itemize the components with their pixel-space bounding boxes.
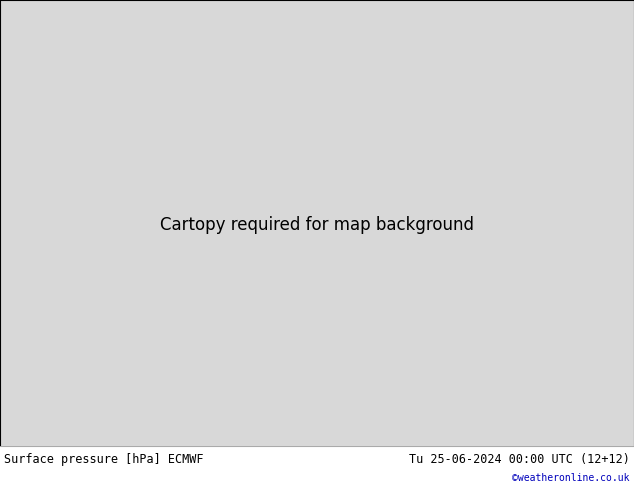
Text: Cartopy required for map background: Cartopy required for map background [160,217,474,234]
Text: Tu 25-06-2024 00:00 UTC (12+12): Tu 25-06-2024 00:00 UTC (12+12) [409,453,630,466]
Text: Surface pressure [hPa] ECMWF: Surface pressure [hPa] ECMWF [4,453,204,466]
Text: ©weatheronline.co.uk: ©weatheronline.co.uk [512,473,630,483]
